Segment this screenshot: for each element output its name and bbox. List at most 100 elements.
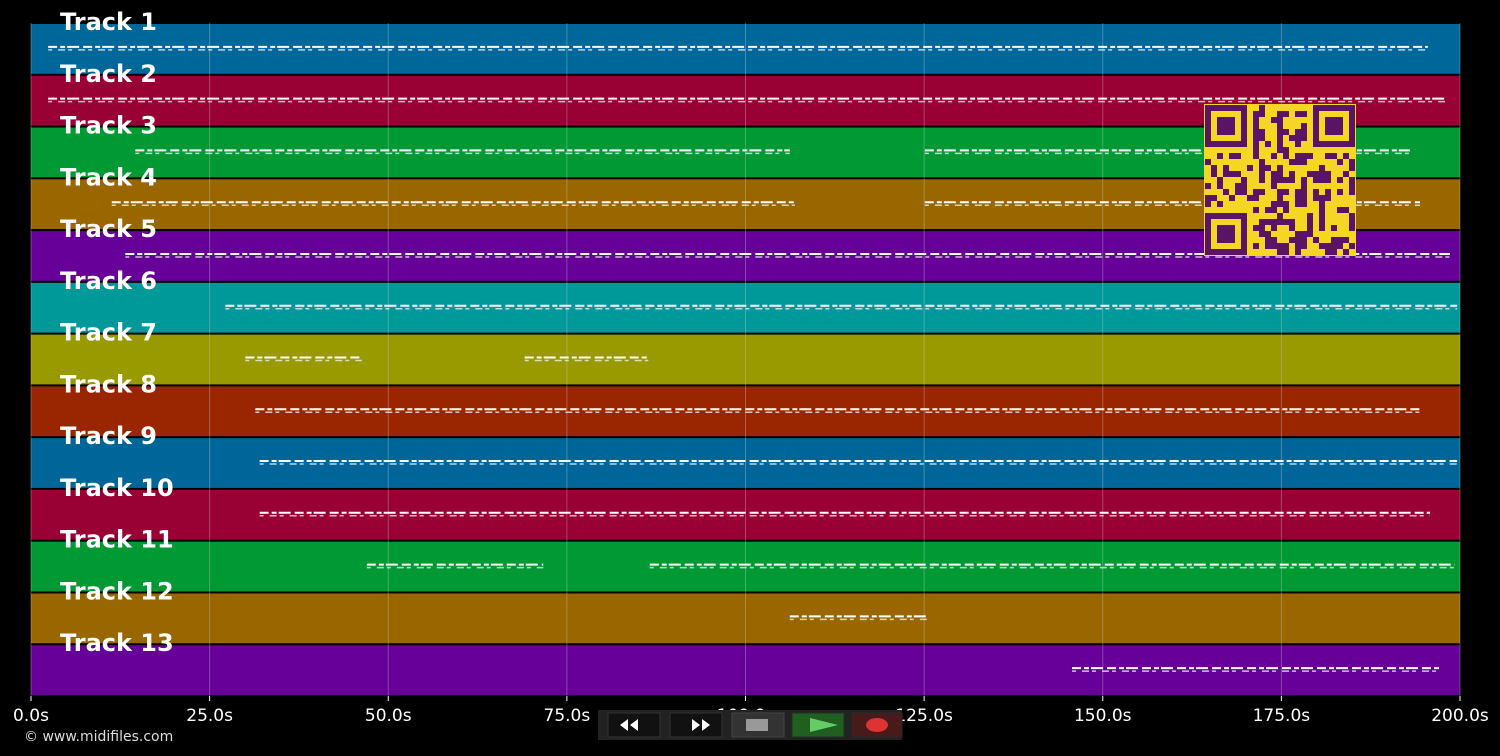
qr-module [1277,147,1283,153]
qr-module [1349,117,1355,123]
qr-module [1253,129,1259,135]
qr-module [1301,135,1307,141]
qr-module [1301,195,1307,201]
play-button[interactable] [791,712,845,738]
qr-module [1289,237,1295,243]
qr-module [1289,219,1295,225]
qr-module [1313,141,1319,147]
qr-module [1283,243,1289,249]
qr-module [1313,123,1319,129]
qr-module [1259,225,1265,231]
qr-module [1283,111,1289,117]
qr-module [1223,237,1229,243]
qr-module [1295,249,1301,255]
qr-module [1253,243,1259,249]
qr-module [1229,153,1235,159]
qr-module [1223,231,1229,237]
qr-module [1229,237,1235,243]
qr-module [1223,165,1229,171]
qr-module [1313,117,1319,123]
qr-module [1277,219,1283,225]
qr-module [1205,213,1211,219]
qr-module [1289,159,1295,165]
qr-module [1307,225,1313,231]
qr-module [1253,111,1259,117]
qr-module [1343,105,1349,111]
x-tick-label: 175.0s [1253,706,1311,726]
qr-module [1265,165,1271,171]
x-tick-label: 150.0s [1074,706,1132,726]
qr-module [1349,219,1355,225]
qr-module [1247,195,1253,201]
qr-module [1283,147,1289,153]
qr-module [1223,129,1229,135]
qr-module [1205,249,1211,255]
track-row [31,24,1460,74]
qr-module [1301,159,1307,165]
qr-module [1241,111,1247,117]
qr-module [1259,105,1265,111]
qr-module [1301,153,1307,159]
qr-module [1337,123,1343,129]
x-tick-label: 25.0s [186,706,233,726]
qr-module [1211,195,1217,201]
qr-module [1223,225,1229,231]
qr-module [1229,141,1235,147]
qr-module [1295,111,1301,117]
qr-module [1217,105,1223,111]
qr-module [1229,249,1235,255]
forward-button[interactable] [669,712,723,738]
qr-module [1259,189,1265,195]
rewind-button[interactable] [607,712,661,738]
qr-module [1271,207,1277,213]
x-tick-label: 75.0s [544,706,591,726]
track-row [31,593,1460,644]
qr-module [1295,231,1301,237]
qr-module [1301,243,1307,249]
qr-module [1343,171,1349,177]
qr-module [1241,183,1247,189]
qr-module [1277,195,1283,201]
qr-module [1229,171,1235,177]
qr-module [1205,243,1211,249]
qr-module [1253,207,1259,213]
qr-module [1259,159,1265,165]
qr-module [1217,213,1223,219]
qr-module [1211,165,1217,171]
track-label: Track 6 [60,267,157,295]
qr-module [1223,213,1229,219]
qr-module [1295,141,1301,147]
track-label: Track 12 [60,577,174,605]
qr-module [1217,129,1223,135]
qr-module [1349,123,1355,129]
qr-module [1301,123,1307,129]
qr-module [1205,237,1211,243]
qr-module [1253,147,1259,153]
track-label: Track 11 [60,526,174,554]
qr-module [1271,183,1277,189]
qr-module [1247,165,1253,171]
qr-module [1331,123,1337,129]
qr-module [1301,231,1307,237]
qr-module [1325,177,1331,183]
qr-module [1319,171,1325,177]
qr-module [1325,195,1331,201]
qr-module [1349,111,1355,117]
qr-module [1205,135,1211,141]
stop-button[interactable] [731,712,785,738]
qr-module [1229,225,1235,231]
qr-module [1277,123,1283,129]
qr-module [1331,225,1337,231]
qr-module [1325,243,1331,249]
qr-module [1349,213,1355,219]
qr-module [1325,171,1331,177]
qr-module [1235,213,1241,219]
qr-module [1277,135,1283,141]
track-label: Track 2 [60,60,157,88]
record-button[interactable] [851,712,903,738]
qr-module [1217,249,1223,255]
qr-module [1331,105,1337,111]
qr-module [1241,117,1247,123]
qr-module [1331,237,1337,243]
qr-module [1277,111,1283,117]
